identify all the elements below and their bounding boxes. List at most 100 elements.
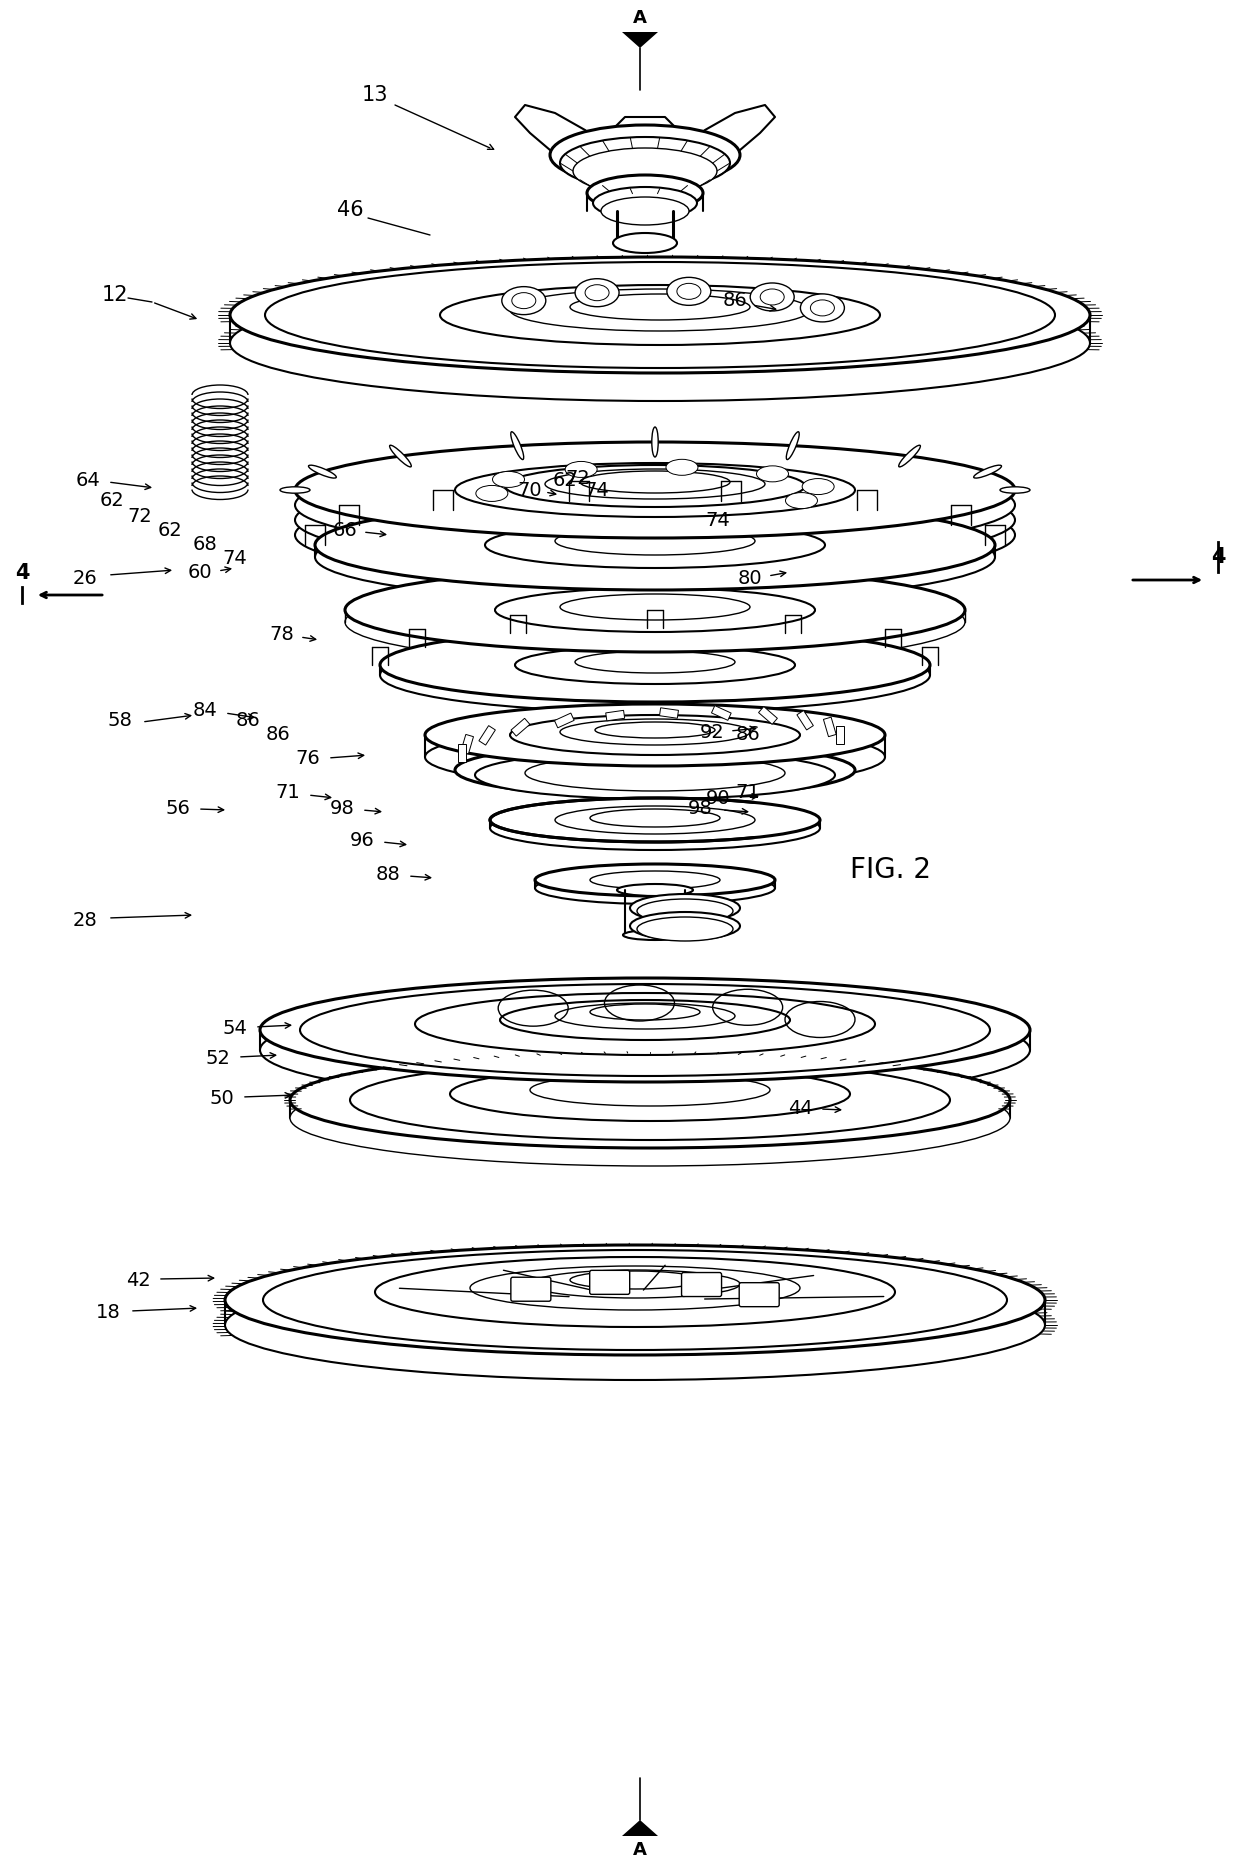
Ellipse shape: [556, 805, 755, 833]
Ellipse shape: [511, 432, 523, 460]
Bar: [479, 725, 495, 745]
Text: 62: 62: [157, 521, 182, 540]
Ellipse shape: [652, 428, 658, 458]
Ellipse shape: [476, 486, 508, 501]
Ellipse shape: [515, 646, 795, 684]
Ellipse shape: [551, 125, 740, 185]
Ellipse shape: [495, 588, 815, 631]
Bar: [511, 719, 529, 736]
Ellipse shape: [492, 471, 525, 488]
Ellipse shape: [475, 751, 835, 800]
Ellipse shape: [573, 148, 717, 194]
Ellipse shape: [490, 805, 820, 850]
Text: 84: 84: [192, 700, 217, 719]
FancyBboxPatch shape: [590, 1270, 630, 1295]
Ellipse shape: [295, 473, 1016, 568]
Text: 18: 18: [95, 1302, 120, 1321]
Ellipse shape: [760, 290, 784, 304]
Ellipse shape: [750, 282, 794, 310]
Ellipse shape: [587, 176, 703, 211]
Ellipse shape: [265, 262, 1055, 368]
Ellipse shape: [512, 293, 536, 308]
Text: 46: 46: [337, 200, 363, 220]
Text: 62: 62: [553, 471, 578, 489]
Ellipse shape: [802, 478, 835, 495]
Ellipse shape: [560, 594, 750, 620]
Ellipse shape: [534, 865, 775, 897]
Ellipse shape: [800, 293, 844, 321]
Ellipse shape: [280, 488, 310, 493]
Ellipse shape: [374, 1257, 895, 1326]
Text: 71: 71: [275, 783, 300, 803]
Ellipse shape: [580, 471, 730, 493]
Ellipse shape: [260, 998, 1030, 1102]
Ellipse shape: [529, 1270, 740, 1298]
Polygon shape: [622, 32, 658, 49]
Ellipse shape: [999, 488, 1030, 493]
Ellipse shape: [565, 461, 598, 478]
Ellipse shape: [570, 1270, 701, 1289]
Text: 88: 88: [376, 865, 401, 885]
Ellipse shape: [450, 1067, 849, 1121]
Text: 74: 74: [706, 510, 730, 529]
Bar: [461, 734, 474, 755]
Text: 4: 4: [15, 562, 30, 583]
Text: 13: 13: [362, 86, 388, 105]
Ellipse shape: [315, 501, 994, 590]
Text: 42: 42: [125, 1270, 150, 1289]
Text: 96: 96: [350, 831, 374, 850]
Ellipse shape: [560, 719, 750, 745]
Text: 78: 78: [269, 626, 294, 644]
Text: 12: 12: [102, 286, 128, 304]
Bar: [458, 743, 466, 762]
Text: 58: 58: [108, 710, 133, 730]
Ellipse shape: [510, 290, 810, 331]
Ellipse shape: [556, 1003, 735, 1029]
Polygon shape: [622, 1819, 658, 1836]
Ellipse shape: [379, 639, 930, 712]
Bar: [712, 706, 732, 721]
Text: 90: 90: [706, 788, 730, 807]
Ellipse shape: [415, 994, 875, 1055]
Text: 4: 4: [1210, 547, 1225, 568]
Ellipse shape: [630, 912, 740, 940]
Text: 50: 50: [210, 1089, 234, 1108]
Ellipse shape: [677, 284, 701, 299]
Ellipse shape: [529, 1074, 770, 1106]
Bar: [823, 717, 836, 736]
Ellipse shape: [260, 979, 1030, 1082]
Text: 52: 52: [206, 1048, 231, 1067]
Text: 44: 44: [787, 1098, 812, 1117]
Ellipse shape: [224, 1244, 1045, 1354]
Text: 54: 54: [222, 1018, 248, 1037]
Text: 72: 72: [565, 469, 590, 488]
Text: 28: 28: [73, 910, 98, 930]
Ellipse shape: [229, 286, 1090, 402]
Text: 68: 68: [192, 536, 217, 555]
Ellipse shape: [622, 930, 687, 940]
Ellipse shape: [389, 445, 412, 467]
Bar: [759, 706, 777, 725]
Ellipse shape: [485, 521, 825, 568]
Ellipse shape: [546, 469, 765, 499]
Ellipse shape: [590, 870, 720, 889]
Text: 74: 74: [584, 480, 609, 499]
Ellipse shape: [556, 527, 755, 555]
Text: A: A: [634, 1842, 647, 1859]
Ellipse shape: [570, 293, 750, 319]
Ellipse shape: [470, 1267, 800, 1309]
Bar: [660, 708, 678, 719]
FancyBboxPatch shape: [739, 1283, 779, 1308]
FancyBboxPatch shape: [511, 1278, 551, 1302]
Ellipse shape: [593, 187, 697, 219]
Ellipse shape: [290, 1052, 1011, 1149]
Text: 60: 60: [187, 562, 212, 581]
Ellipse shape: [350, 1059, 950, 1139]
Text: 64: 64: [76, 471, 100, 489]
Ellipse shape: [425, 704, 885, 766]
Text: 70: 70: [517, 480, 542, 499]
Text: 80: 80: [738, 568, 763, 588]
Ellipse shape: [502, 286, 546, 314]
Ellipse shape: [667, 276, 711, 304]
Ellipse shape: [525, 755, 785, 790]
